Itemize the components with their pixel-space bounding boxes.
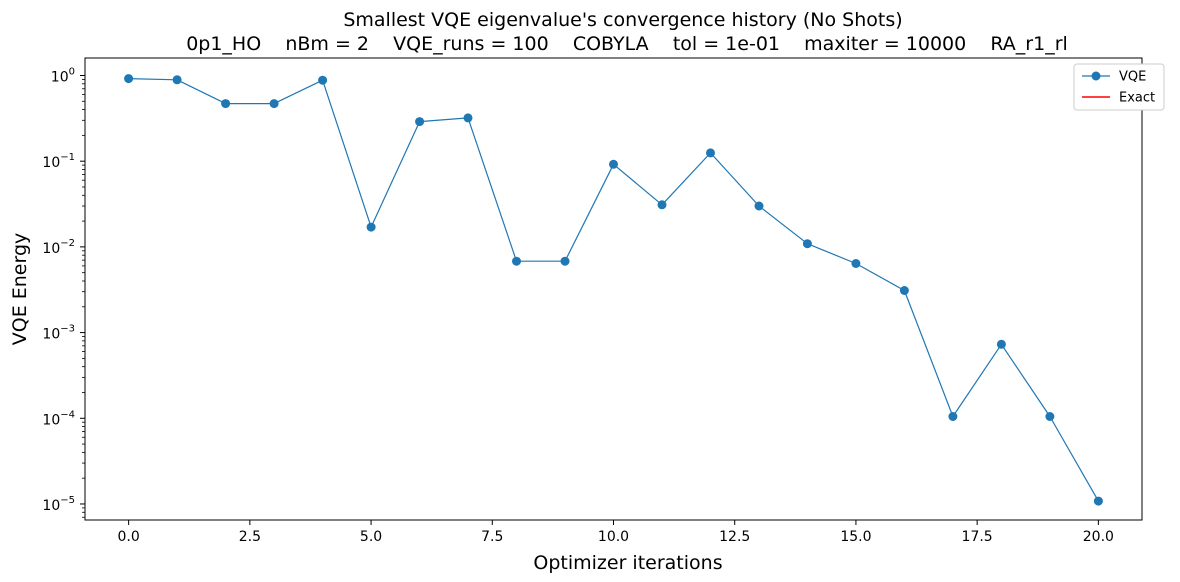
data-point	[851, 259, 861, 268]
y-axis-label: VQE Energy	[9, 233, 31, 346]
data-point	[269, 99, 279, 109]
data-point	[366, 222, 376, 232]
x-tick-label: 10.0	[598, 529, 629, 545]
x-tick-label: 12.5	[719, 529, 750, 545]
data-point	[609, 159, 618, 169]
data-point	[318, 75, 328, 85]
x-axis: 0.0 2.5 5.0 7.5 10.0 12.5 15.0 17.5 20.0	[118, 520, 1114, 545]
data-point	[754, 201, 764, 211]
x-tick-label: 0.0	[118, 529, 140, 545]
x-tick-label: 15.0	[840, 529, 871, 545]
data-point	[899, 286, 909, 295]
data-point	[463, 113, 473, 123]
data-point	[1045, 412, 1055, 421]
data-point	[172, 75, 182, 85]
y-axis: 100 10−1 10−2 10−3 10−4 10−5	[42, 66, 85, 518]
data-point	[512, 256, 521, 266]
chart-subtitle: 0p1_HO nBm = 2 VQE_runs = 100 COBYLA tol…	[186, 33, 1068, 55]
data-point	[657, 200, 667, 210]
x-tick-label: 17.5	[962, 529, 993, 545]
y-tick-label: 10−4	[42, 409, 75, 428]
legend: VQE Exact	[1073, 63, 1165, 111]
series-layer	[124, 74, 1103, 506]
data-point	[996, 339, 1006, 349]
legend-label-exact: Exact	[1119, 91, 1155, 106]
data-point	[560, 256, 570, 266]
chart-title: Smallest VQE eigenvalue's convergence hi…	[343, 9, 902, 31]
y-tick-label: 10−2	[42, 238, 75, 257]
data-point	[415, 117, 425, 127]
data-point	[802, 239, 812, 249]
data-point	[1093, 496, 1103, 506]
x-tick-label: 2.5	[239, 529, 261, 545]
x-tick-label: 5.0	[360, 529, 382, 545]
plot-area	[84, 57, 1143, 521]
x-tick-label: 7.5	[481, 529, 503, 545]
x-axis-label: Optimizer iterations	[533, 552, 722, 574]
y-tick-label: 10−5	[42, 495, 75, 514]
data-point	[221, 99, 231, 109]
y-tick-label: 100	[51, 66, 75, 85]
x-tick-label: 20.0	[1083, 529, 1114, 545]
y-tick-label: 10−1	[42, 152, 75, 171]
data-point	[948, 412, 958, 421]
legend-vqe-marker	[1091, 71, 1101, 81]
y-tick-label: 10−3	[42, 324, 75, 343]
data-point	[124, 74, 134, 84]
legend-label-vqe: VQE	[1119, 70, 1146, 85]
data-point	[706, 148, 715, 158]
